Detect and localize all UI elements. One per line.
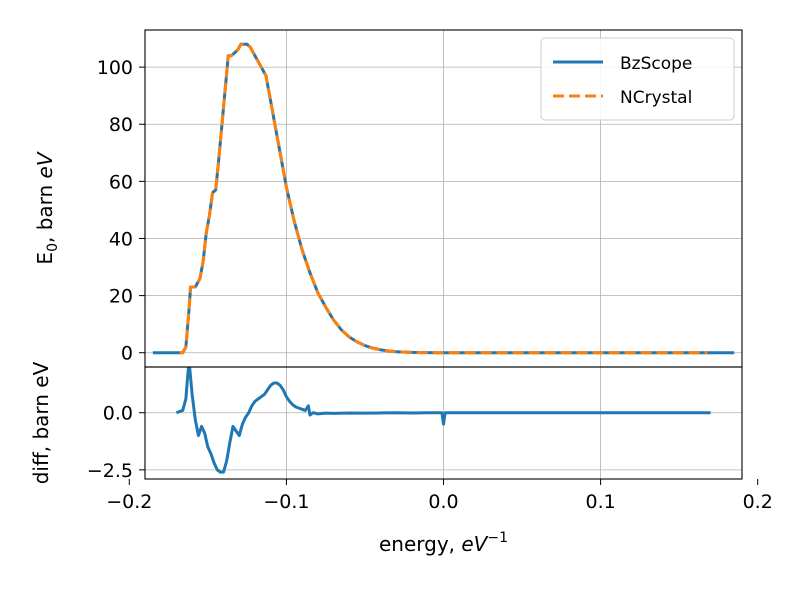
bottom-xtick-label: 0.2: [743, 491, 773, 513]
top-panel: 0 20 40 60 80 100 E0, barn eV BzScope NCrystal: [33, 29, 743, 368]
bottom-xtick-label: −0.1: [263, 491, 309, 513]
bottom-panel: −0.2 −0.1 0.0 0.1 0.2 −2.5 0.0 diff, barn eV ene…: [29, 361, 773, 556]
bottom-ytick-label: 0.0: [103, 403, 133, 425]
top-ytick-label: 20: [109, 286, 133, 308]
bottom-ylabel: diff, barn eV: [29, 361, 53, 484]
diff-series-line: [175, 367, 711, 474]
bottom-ytick-label: −2.5: [87, 460, 133, 482]
top-ylabel: E0, barn eV: [33, 151, 61, 264]
top-ytick-label: 60: [109, 171, 133, 193]
legend-label-bzscope: BzScope: [620, 54, 692, 74]
legend: BzScope NCrystal: [540, 37, 735, 121]
legend-box: [540, 37, 735, 121]
top-ytick-label: 0: [121, 343, 133, 365]
bottom-xtick-label: 0.1: [585, 491, 615, 513]
bottom-frame: [144, 366, 743, 480]
bottom-xtick-label: −0.2: [106, 491, 152, 513]
xlabel: energy, eV−1: [379, 530, 508, 556]
top-ytick-label: 40: [109, 228, 133, 250]
legend-label-ncrystal: NCrystal: [620, 88, 692, 108]
top-ytick-label: 80: [109, 114, 133, 136]
series-line-ncrystal: [179, 42, 708, 355]
top-ytick-label: 100: [97, 57, 133, 79]
bottom-xtick-label: 0.0: [428, 491, 458, 513]
